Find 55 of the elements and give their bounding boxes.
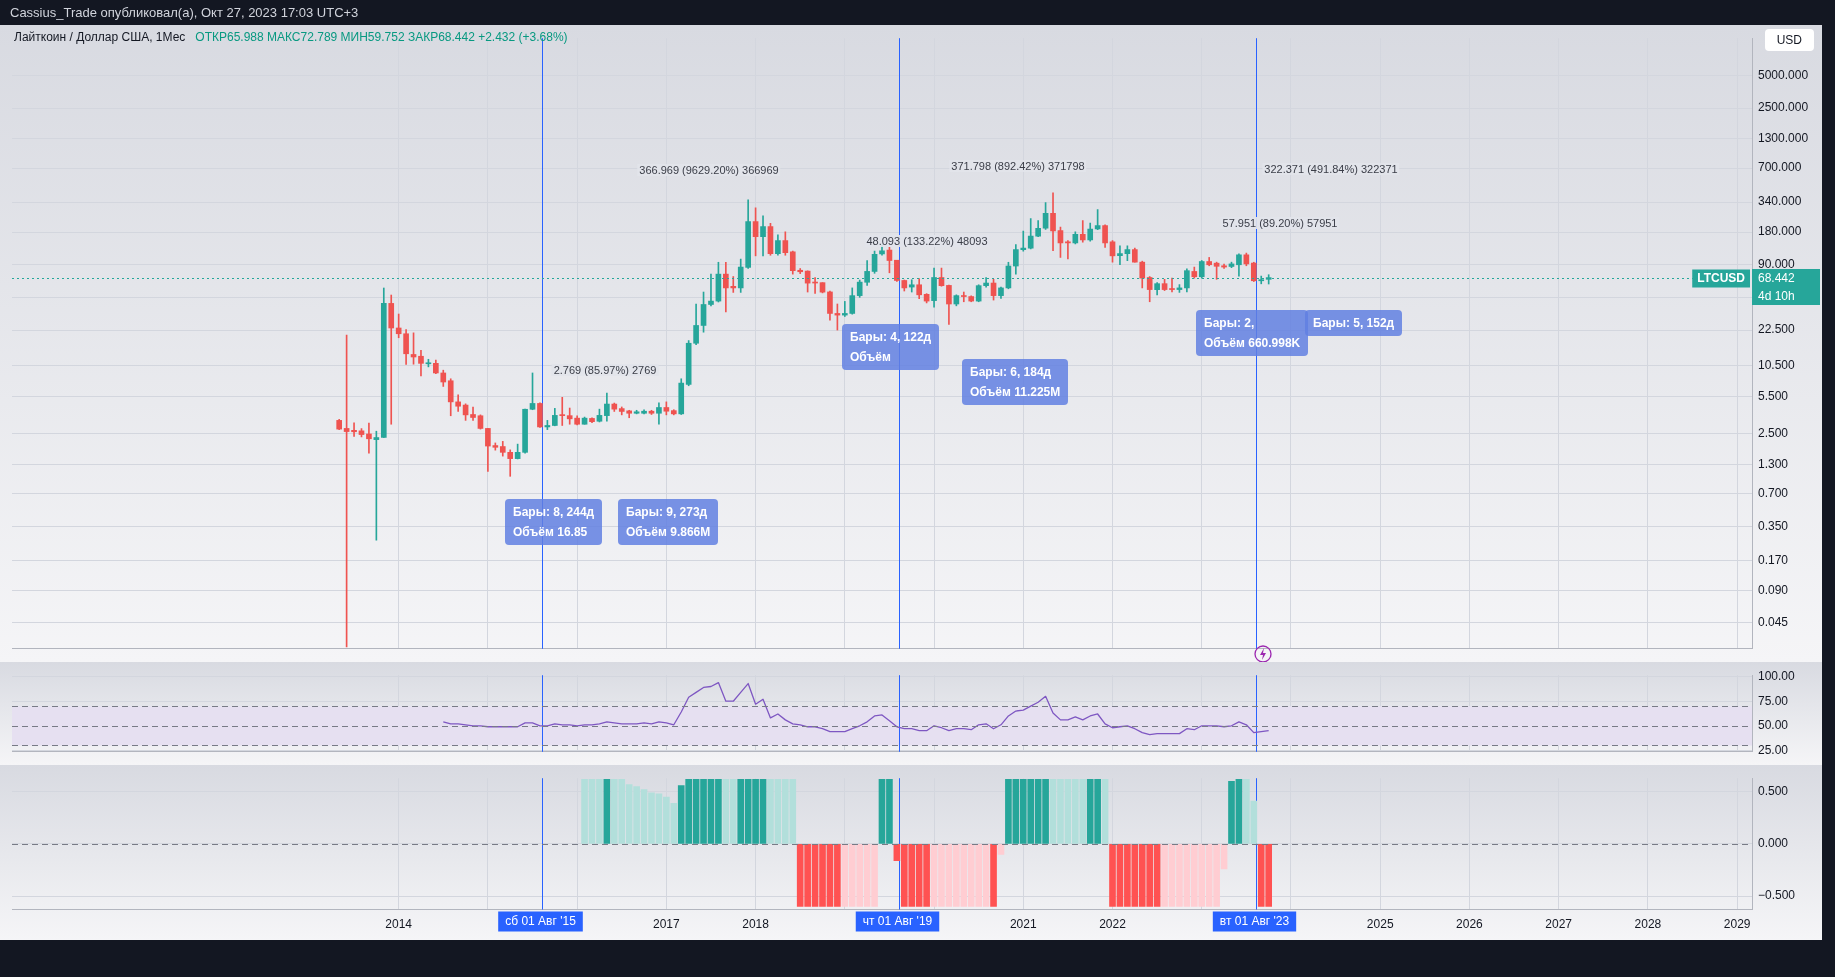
- annotation: 57.951 (89.20%) 57951: [1220, 217, 1340, 229]
- annotation: Бары: 6, 184д Объём 11.225M: [962, 359, 1069, 405]
- y-tick-label: 10.500: [1758, 358, 1796, 373]
- y-tick-label: 700.000: [1758, 160, 1802, 175]
- ref-line-label: LTCUSD: [1697, 270, 1746, 285]
- y-tick-label: 0.350: [1758, 518, 1789, 533]
- y-tick-label: 75.00: [1758, 693, 1789, 708]
- y-tick-label: 5000.000: [1758, 67, 1809, 82]
- y-tick-label: 340.000: [1758, 194, 1802, 209]
- x-tick-label: 2028: [1634, 917, 1662, 932]
- annotation: Бары: 2, Объём 660.998K: [1196, 310, 1309, 356]
- text: 4d 10h: [1752, 286, 1820, 305]
- chart-subtitle: ОТКР65.988 МАКС72.789 МИН59.752 ЗАКР68.442 +2.432 (+3.68%): [195, 30, 568, 44]
- y-tick-label: −0.500: [1758, 888, 1796, 903]
- y-tick-label: 50.00: [1758, 718, 1789, 733]
- ref-line-label: сб 01 Авг '15: [505, 913, 577, 928]
- y-tick-label: 0.170: [1758, 552, 1789, 567]
- y-tick-label: 0.000: [1758, 836, 1789, 851]
- x-tick-label: 2029: [1723, 917, 1751, 932]
- y-tick-label: 0.090: [1758, 582, 1789, 597]
- annotation: Бары: 5, 152д: [1305, 310, 1403, 336]
- y-tick-label: 0.500: [1758, 784, 1789, 799]
- x-tick-label: 2026: [1456, 917, 1484, 932]
- x-tick-label: 2025: [1366, 917, 1394, 932]
- y-tick-label: 100.00: [1758, 668, 1796, 683]
- x-tick-label: 2017: [653, 917, 681, 932]
- y-tick-label: 0.045: [1758, 615, 1789, 630]
- annotation: 2.769 (85.97%) 2769: [551, 364, 659, 376]
- text: Cassius_Trade опубликовал(а), Окт 27, 2023 17:03 UTC+3: [10, 5, 359, 20]
- text: 68.442: [1752, 268, 1820, 287]
- annotation: 366.969 (9629.20%) 366969: [637, 164, 781, 176]
- y-tick-label: 22.500: [1758, 322, 1796, 337]
- x-tick-label: 2022: [1099, 917, 1127, 932]
- x-tick-label: 2021: [1009, 917, 1037, 932]
- y-tick-label: 1.300: [1758, 456, 1789, 471]
- ref-line-label: вт 01 Авг '23: [1219, 913, 1290, 928]
- x-tick-label: 2027: [1545, 917, 1573, 932]
- x-tick-label: 2018: [742, 917, 770, 932]
- ref-line-label: чт 01 Авг '19: [862, 913, 933, 928]
- y-tick-label: 0.700: [1758, 485, 1789, 500]
- text: USD: [1764, 29, 1814, 51]
- annotation: Бары: 4, 122д Объём: [842, 324, 940, 370]
- y-tick-label: 180.000: [1758, 224, 1802, 239]
- annotation: Бары: 9, 273д Объём 9.866M: [618, 499, 719, 545]
- annotation: 48.093 (133.22%) 48093: [864, 235, 990, 247]
- y-tick-label: 2500.000: [1758, 100, 1809, 115]
- y-tick-label: 25.00: [1758, 742, 1789, 757]
- annotation: 371.798 (892.42%) 371798: [949, 160, 1087, 172]
- chart-title: Лайткоин / Доллар США, 1Мес: [14, 30, 186, 44]
- y-tick-label: 1300.000: [1758, 131, 1809, 146]
- annotation: Бары: 8, 244д Объём 16.85: [505, 499, 603, 545]
- y-tick-label: 5.500: [1758, 388, 1789, 403]
- y-tick-label: 2.500: [1758, 425, 1789, 440]
- annotation: 322.371 (491.84%) 322371: [1262, 163, 1400, 175]
- x-tick-label: 2014: [385, 917, 413, 932]
